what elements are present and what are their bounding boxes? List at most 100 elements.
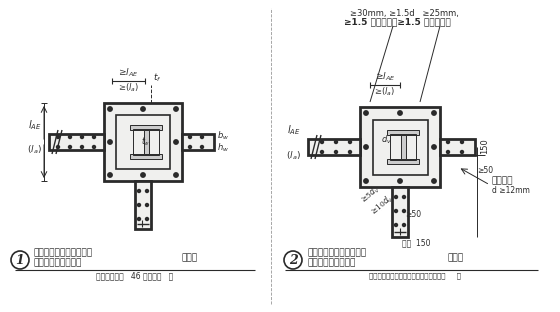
Text: 1: 1 <box>16 253 25 266</box>
Text: $(l_a)$: $(l_a)$ <box>286 149 301 162</box>
Circle shape <box>141 173 145 177</box>
Circle shape <box>200 135 203 139</box>
Circle shape <box>81 135 83 139</box>
Bar <box>49 134 104 150</box>
Bar <box>440 139 475 155</box>
Text: $d_v$: $d_v$ <box>381 133 392 145</box>
Bar <box>182 134 214 150</box>
Circle shape <box>68 145 72 149</box>
Circle shape <box>403 209 405 212</box>
Text: ≥1.5 粗骨料直径≥1.5 粗骨料直径: ≥1.5 粗骨料直径≥1.5 粗骨料直径 <box>344 17 451 26</box>
Text: 一截  150: 一截 150 <box>402 238 431 247</box>
Circle shape <box>334 150 338 154</box>
Circle shape <box>57 145 59 149</box>
Text: $l_{AE}$: $l_{AE}$ <box>287 123 301 137</box>
Circle shape <box>348 140 352 144</box>
Bar <box>130 125 162 130</box>
Bar <box>143 130 148 154</box>
Circle shape <box>320 140 324 144</box>
Circle shape <box>432 111 436 115</box>
Circle shape <box>334 140 338 144</box>
Circle shape <box>57 135 59 139</box>
Text: $(l_a)$: $(l_a)$ <box>27 144 42 157</box>
Circle shape <box>174 140 178 144</box>
Text: ≥10$d_v$: ≥10$d_v$ <box>368 192 396 218</box>
Text: ≥30mm, ≥1.5d   ≥25mm,: ≥30mm, ≥1.5d ≥25mm, <box>350 9 459 18</box>
Circle shape <box>432 145 436 149</box>
Text: 混凝土柱的连接构造: 混凝土柱的连接构造 <box>34 259 82 267</box>
Circle shape <box>68 135 72 139</box>
Circle shape <box>398 111 402 115</box>
Circle shape <box>108 173 112 177</box>
Circle shape <box>364 145 368 149</box>
Text: 混凝土柱的连接构造: 混凝土柱的连接构造 <box>308 259 356 267</box>
Text: 纵筋直径: 纵筋直径 <box>492 176 514 185</box>
Text: （图中附有表   46 中的符号   ）: （图中附有表 46 中的符号 ） <box>96 271 174 280</box>
Bar <box>116 115 170 169</box>
Bar <box>130 154 162 159</box>
Circle shape <box>189 135 192 139</box>
Circle shape <box>394 209 398 212</box>
Circle shape <box>394 223 398 227</box>
Circle shape <box>141 107 145 111</box>
Bar <box>387 130 419 135</box>
Bar <box>372 119 427 174</box>
Text: ≥50: ≥50 <box>477 166 493 175</box>
Text: 150: 150 <box>480 138 489 154</box>
Circle shape <box>92 135 96 139</box>
Circle shape <box>138 217 141 221</box>
Text: （二）: （二） <box>448 253 464 262</box>
Text: $b_w$: $b_w$ <box>217 130 229 143</box>
Text: $t_w$: $t_w$ <box>141 136 151 148</box>
Text: 钢筋混凝土剪力墙与钢骨: 钢筋混凝土剪力墙与钢骨 <box>34 248 93 257</box>
Circle shape <box>403 223 405 227</box>
Circle shape <box>200 145 203 149</box>
Circle shape <box>146 203 148 207</box>
Text: $t_f$: $t_f$ <box>153 71 162 84</box>
Bar <box>308 139 360 155</box>
Bar <box>390 134 416 160</box>
Circle shape <box>364 179 368 183</box>
Bar <box>392 187 408 237</box>
Circle shape <box>189 145 192 149</box>
Circle shape <box>108 140 112 144</box>
Circle shape <box>138 189 141 193</box>
Circle shape <box>432 179 436 183</box>
Circle shape <box>320 150 324 154</box>
Circle shape <box>138 203 141 207</box>
Text: d ≥12mm: d ≥12mm <box>492 186 530 195</box>
Text: ≥$(l_a)$: ≥$(l_a)$ <box>118 82 139 95</box>
Circle shape <box>146 217 148 221</box>
Circle shape <box>394 196 398 198</box>
Circle shape <box>364 111 368 115</box>
Text: ≥$l_{AE}$: ≥$l_{AE}$ <box>375 71 395 83</box>
Text: ≥$l_{AE}$: ≥$l_{AE}$ <box>118 66 139 79</box>
Bar <box>400 135 405 159</box>
Bar <box>135 181 151 229</box>
Text: （一）: （一） <box>182 253 198 262</box>
Text: 2: 2 <box>288 253 297 266</box>
Bar <box>387 159 419 164</box>
Circle shape <box>174 107 178 111</box>
Circle shape <box>398 179 402 183</box>
Circle shape <box>174 173 178 177</box>
Bar <box>360 107 440 187</box>
Text: 〈图中附有钢筋混凝土柱的截面配筋要求     〉: 〈图中附有钢筋混凝土柱的截面配筋要求 〉 <box>369 273 461 279</box>
Text: ≥$(l_a)$: ≥$(l_a)$ <box>375 86 395 99</box>
Text: $l_{AE}$: $l_{AE}$ <box>29 118 42 132</box>
Circle shape <box>446 140 450 144</box>
Circle shape <box>108 107 112 111</box>
Circle shape <box>460 150 464 154</box>
Circle shape <box>460 140 464 144</box>
Text: $h_w$: $h_w$ <box>217 141 229 154</box>
Text: 钢筋混凝土剪力墙与钢骨: 钢筋混凝土剪力墙与钢骨 <box>308 248 367 257</box>
Circle shape <box>348 150 352 154</box>
Bar <box>104 103 182 181</box>
Circle shape <box>146 189 148 193</box>
Circle shape <box>92 145 96 149</box>
Bar <box>133 129 159 155</box>
Text: ≥5$d_v$: ≥5$d_v$ <box>358 182 382 206</box>
Text: ≥50: ≥50 <box>405 210 421 219</box>
Circle shape <box>446 150 450 154</box>
Circle shape <box>81 145 83 149</box>
